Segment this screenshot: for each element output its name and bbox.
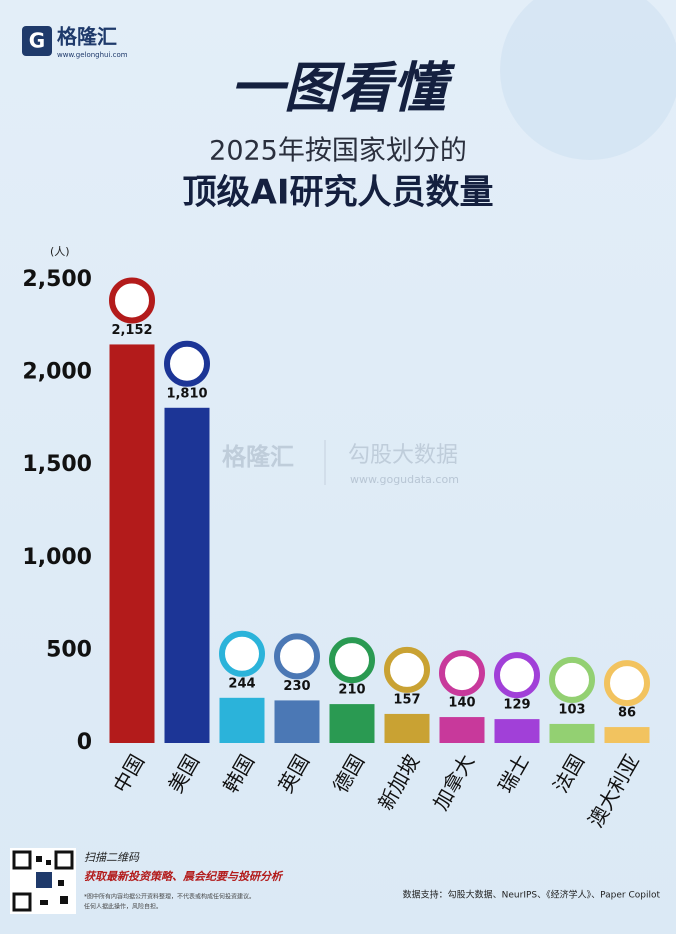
y-tick-label: 1,000 (22, 545, 92, 570)
flag-icon (329, 637, 375, 684)
flag-icon (549, 656, 595, 703)
qr-prompt: 扫描二维码 (84, 851, 140, 864)
qr-code (10, 848, 76, 914)
value-label: 1,810 (166, 386, 207, 401)
logo-url: www.gelonghui.com (57, 51, 128, 59)
value-label: 86 (618, 706, 636, 721)
disclaimer: *图中所有内容均据公开资料整理，不代表或构成任何投资建议。 (84, 893, 255, 901)
value-label: 129 (503, 698, 530, 713)
logo-name: 格隆汇 (57, 25, 117, 49)
flag-icon (164, 340, 210, 387)
logo-icon (22, 26, 52, 56)
bar (384, 713, 430, 743)
chart-subtitle: 顶级AI研究人员数量 (183, 173, 494, 213)
value-label: 157 (393, 692, 420, 707)
chart-title: 一图看懂 (230, 57, 456, 120)
y-tick-label: 500 (46, 637, 92, 662)
bar (219, 697, 265, 743)
y-tick-label: 2,500 (22, 267, 92, 292)
bar (274, 700, 320, 743)
watermark-brand: 格隆汇 (222, 443, 294, 471)
flag-icon (219, 630, 265, 677)
flag-icon (384, 646, 430, 693)
value-label: 210 (338, 683, 365, 698)
bar (164, 407, 210, 743)
globe-decoration (500, 0, 676, 160)
bar (604, 727, 650, 743)
flag-icon (604, 660, 650, 707)
bar (109, 344, 155, 743)
value-label: 230 (283, 679, 310, 694)
flag-icon (109, 277, 155, 324)
bar (439, 717, 485, 743)
flag-icon (494, 652, 540, 699)
value-label: 2,152 (111, 323, 152, 338)
y-tick-label: 0 (77, 730, 92, 755)
watermark-url: www.gogudata.com (350, 473, 459, 486)
bar (329, 704, 375, 743)
y-tick-label: 2,000 (22, 360, 92, 385)
value-label: 140 (448, 696, 475, 711)
bar (494, 719, 540, 743)
y-tick-label: 1,500 (22, 452, 92, 477)
source: 数据支持：勾股大数据、NeurIPS、《经济学人》、Paper Copilot (403, 889, 661, 901)
qr-tagline: 获取最新投资策略、晨会纪要与投研分析 (84, 870, 284, 883)
y-axis-label: (人) (50, 245, 70, 258)
value-label: 103 (558, 702, 585, 717)
flag-icon (274, 633, 320, 680)
flag-icon (439, 650, 485, 697)
value-label: 244 (228, 676, 255, 691)
disclaimer: 任何人据此操作，风险自担。 (84, 903, 162, 911)
logo-letter: G (29, 29, 45, 53)
chart-subtitle: 2025年按国家划分的 (209, 136, 467, 167)
bar (549, 723, 595, 743)
watermark-name: 勾股大数据 (348, 443, 458, 468)
